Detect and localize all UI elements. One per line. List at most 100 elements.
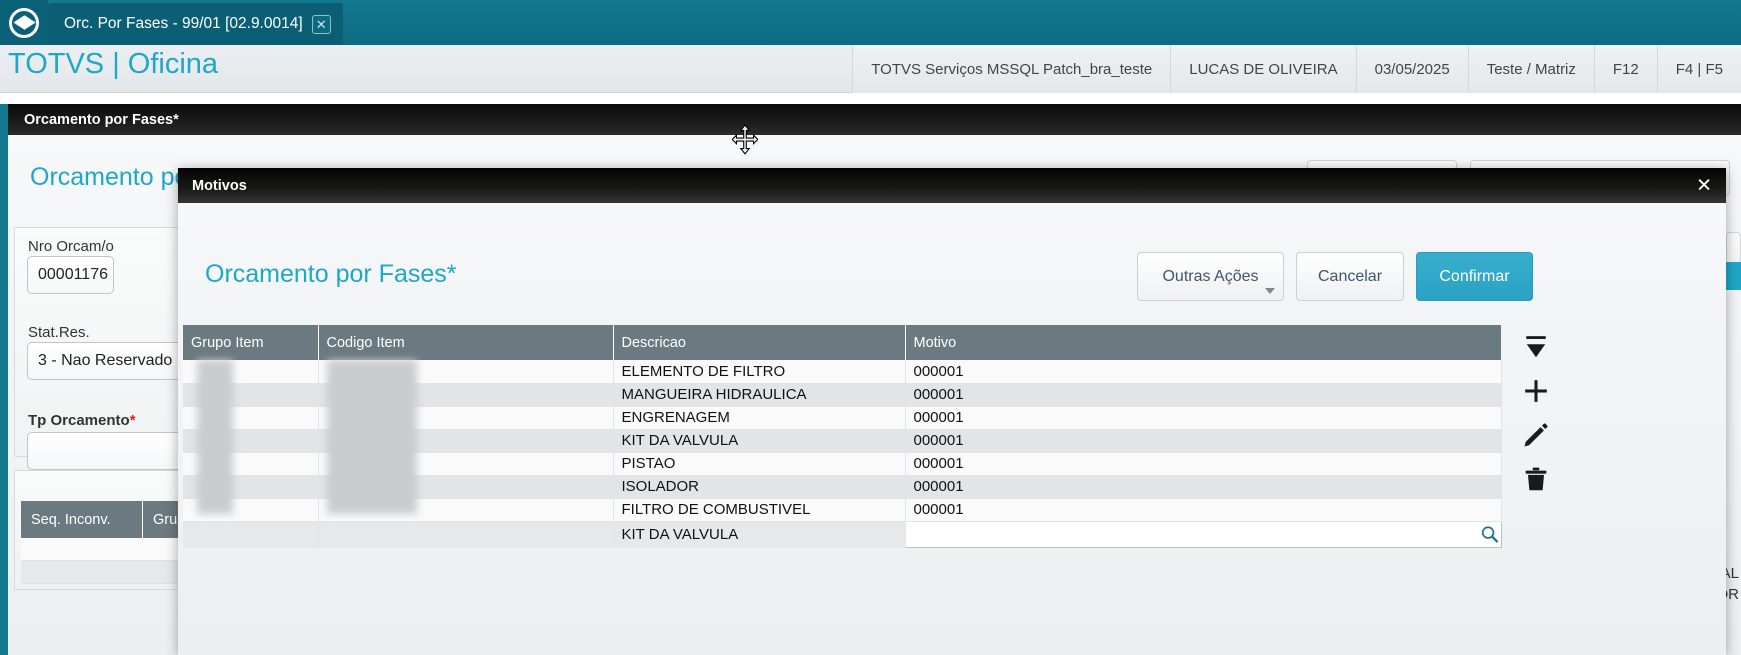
cell-motivo: 000001: [905, 475, 1502, 499]
cell-motivo: 000001: [905, 452, 1502, 476]
cell-grupo: [183, 406, 319, 430]
close-icon[interactable]: ✕: [1696, 175, 1712, 196]
motivos-table-body: ELEMENTO DE FILTRO 000001 MANGUEIRA HIDR…: [183, 360, 1502, 548]
page-titlebar: Orcamento por Fases*: [8, 104, 1741, 135]
cell-descricao: FILTRO DE COMBUSTIVEL: [613, 498, 906, 522]
brand-title: TOTVS | Oficina: [8, 48, 219, 80]
label-tp-orcamento: Tp Orcamento*: [28, 412, 136, 429]
modal-header-title: Motivos: [192, 177, 247, 194]
delete-button[interactable]: [1514, 457, 1558, 501]
column-header-grupo-item[interactable]: Grupo Item: [183, 325, 319, 360]
cell-motivo: 000001: [905, 498, 1502, 522]
cell-codigo: [318, 475, 614, 499]
modal-title: Orcamento por Fases*: [205, 260, 457, 288]
close-icon[interactable]: ✕: [311, 14, 331, 34]
input-nro-orcamento[interactable]: 00001176: [27, 256, 114, 294]
label-stat-res: Stat.Res.: [28, 324, 90, 341]
motivos-table-wrapper: Grupo Item Codigo Item Descricao Motivo …: [183, 325, 1502, 548]
totvs-logo-icon: [9, 7, 39, 38]
column-header-descricao[interactable]: Descricao: [613, 325, 906, 360]
add-icon: [1525, 380, 1547, 402]
brand-cell-company[interactable]: Teste / Matriz: [1467, 45, 1594, 93]
confirmar-label: Confirmar: [1439, 267, 1510, 285]
column-header-codigo-item[interactable]: Codigo Item: [318, 325, 614, 360]
cell-descricao: MANGUEIRA HIDRAULICA: [613, 383, 906, 407]
cell-codigo: [318, 452, 614, 476]
go-to-top-icon: [1526, 336, 1546, 358]
cancelar-button[interactable]: Cancelar: [1296, 252, 1404, 301]
cell-motivo: 000001: [905, 383, 1502, 407]
cell-descricao: ISOLADOR: [613, 475, 906, 499]
cancelar-label: Cancelar: [1317, 267, 1383, 285]
cell-grupo: [183, 383, 319, 407]
brand-info-group: TOTVS Serviços MSSQL Patch_bra_teste LUC…: [852, 45, 1741, 93]
table-row[interactable]: PISTAO 000001: [183, 452, 1502, 476]
confirmar-button[interactable]: Confirmar: [1416, 252, 1533, 301]
cell-codigo: [318, 521, 614, 548]
brand-cell-environment[interactable]: TOTVS Serviços MSSQL Patch_bra_teste: [852, 45, 1171, 93]
cell-descricao: ENGRENAGEM: [613, 406, 906, 430]
cell-descricao: KIT DA VALVULA: [613, 429, 906, 453]
input-tp-orcamento[interactable]: [27, 432, 187, 470]
cell-codigo: [318, 429, 614, 453]
brand-cell-f12[interactable]: F12: [1593, 45, 1657, 93]
motivos-table-header-row: Grupo Item Codigo Item Descricao Motivo: [183, 325, 1501, 360]
page-heading: Orcamento po: [30, 163, 189, 191]
motivos-modal: Motivos ✕ Orcamento por Fases* Outras Aç…: [178, 168, 1726, 655]
brand-cell-f4-f5[interactable]: F4 | F5: [1656, 45, 1741, 93]
cell-grupo: [183, 521, 319, 548]
cell-grupo: [183, 498, 319, 522]
table-row[interactable]: MANGUEIRA HIDRAULICA 000001: [183, 383, 1502, 407]
cell-codigo: [318, 383, 614, 407]
add-button[interactable]: [1514, 369, 1558, 413]
modal-body: Orcamento por Fases* Outras Ações Cancel…: [178, 203, 1726, 655]
page-right-accent: [1726, 262, 1741, 290]
motivos-table-head: Grupo Item Codigo Item Descricao Motivo: [183, 325, 1501, 360]
search-icon[interactable]: [1480, 525, 1499, 544]
brand-bar: TOTVS | Oficina TOTVS Serviços MSSQL Pat…: [0, 45, 1741, 93]
brand-cell-user[interactable]: LUCAS DE OLIVEIRA: [1170, 45, 1356, 93]
go-to-top-button[interactable]: [1514, 325, 1558, 369]
label-nro-orcamento: Nro Orcam/o: [28, 238, 114, 255]
grid-col-seq-inconv: Seq. Inconv.: [21, 501, 143, 538]
table-row[interactable]: KIT DA VALVULA 000001: [183, 429, 1502, 453]
window-titlebar: Orc. Por Fases - 99/01 [02.9.0014] ✕: [0, 0, 1741, 45]
table-row[interactable]: ENGRENAGEM 000001: [183, 406, 1502, 430]
window-tab-label: Orc. Por Fases - 99/01 [02.9.0014]: [64, 15, 303, 32]
delete-icon: [1525, 467, 1547, 491]
cell-codigo: [318, 360, 614, 384]
chevron-down-icon: [1265, 288, 1275, 294]
edit-icon: [1524, 423, 1548, 447]
cell-descricao: ELEMENTO DE FILTRO: [613, 360, 906, 384]
label-tp-orcamento-text: Tp Orcamento: [28, 412, 130, 429]
brand-cell-date[interactable]: 03/05/2025: [1355, 45, 1468, 93]
cell-grupo: [183, 475, 319, 499]
window-tab[interactable]: Orc. Por Fases - 99/01 [02.9.0014] ✕: [48, 3, 343, 45]
table-row-editing[interactable]: KIT DA VALVULA: [183, 520, 1502, 548]
edit-button[interactable]: [1514, 413, 1558, 457]
cell-grupo: [183, 360, 319, 384]
grid-toolbar: [1511, 325, 1561, 501]
page-left-accent: [0, 104, 8, 655]
cell-grupo: [183, 452, 319, 476]
outras-acoes-button[interactable]: Outras Ações: [1137, 252, 1284, 301]
select-stat-res[interactable]: 3 - Nao Reservado: [27, 342, 187, 380]
cell-grupo: [183, 429, 319, 453]
cell-motivo: 000001: [905, 406, 1502, 430]
motivo-input-cell[interactable]: [904, 520, 1502, 548]
required-marker: *: [129, 412, 136, 429]
table-row[interactable]: FILTRO DE COMBUSTIVEL 000001: [183, 498, 1502, 522]
cell-descricao: PISTAO: [613, 452, 906, 476]
column-header-motivo[interactable]: Motivo: [905, 325, 1501, 360]
cell-motivo: 000001: [905, 360, 1502, 384]
table-row[interactable]: ELEMENTO DE FILTRO 000001: [183, 360, 1502, 384]
cell-descricao: KIT DA VALVULA: [613, 521, 906, 548]
page-titlebar-label: Orcamento por Fases*: [24, 111, 179, 128]
outras-acoes-label: Outras Ações: [1162, 267, 1259, 285]
cell-codigo: [318, 406, 614, 430]
table-row[interactable]: ISOLADOR 000001: [183, 475, 1502, 499]
motivos-table: Grupo Item Codigo Item Descricao Motivo …: [183, 325, 1502, 548]
move-cursor-icon: [732, 124, 758, 155]
app-logo: [0, 0, 48, 45]
